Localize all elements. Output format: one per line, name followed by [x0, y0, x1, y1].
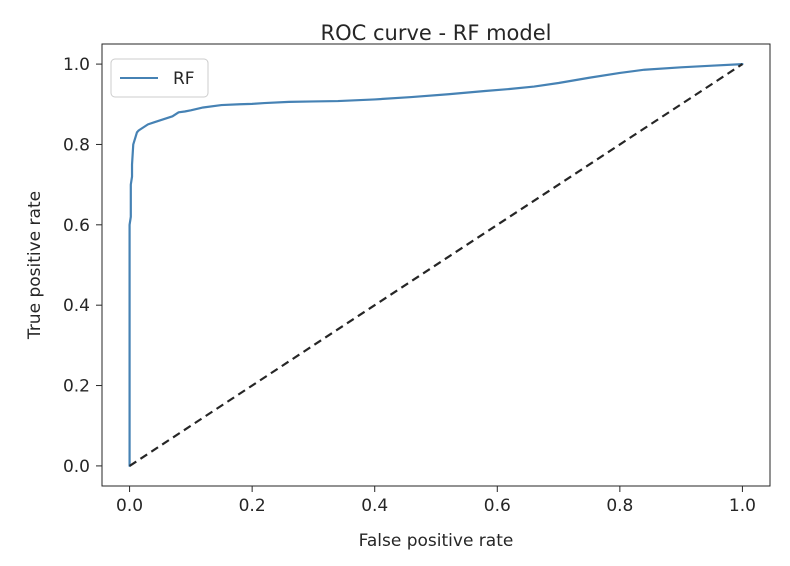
y-tick-label: 0.0: [63, 457, 90, 477]
y-axis-ticks: 0.0 0.2 0.4 0.6 0.8 1.0: [63, 55, 102, 477]
x-tick-label: 1.0: [729, 496, 756, 516]
diagonal-reference-line: [128, 63, 744, 467]
x-tick-label: 0.4: [361, 496, 388, 516]
series-layer: [128, 62, 744, 468]
y-tick-label: 0.2: [63, 377, 90, 397]
y-tick-label: 1.0: [63, 55, 90, 75]
x-tick-label: 0.8: [606, 496, 633, 516]
x-axis-label: False positive rate: [359, 531, 514, 551]
chart-title: ROC curve - RF model: [321, 21, 552, 45]
y-tick-label: 0.8: [63, 135, 90, 155]
x-tick-label: 0.0: [116, 496, 143, 516]
legend: RF: [110, 58, 209, 98]
y-axis-label: True positive rate: [25, 191, 45, 340]
x-tick-label: 0.2: [239, 496, 266, 516]
y-tick-label: 0.6: [63, 216, 90, 236]
legend-label-rf: RF: [173, 69, 195, 89]
legend-box: [110, 58, 209, 98]
x-axis-ticks: 0.0 0.2 0.4 0.6 0.8 1.0: [116, 486, 756, 516]
y-tick-label: 0.4: [63, 296, 90, 316]
x-tick-label: 0.6: [484, 496, 511, 516]
roc-curve-line: [128, 62, 744, 468]
